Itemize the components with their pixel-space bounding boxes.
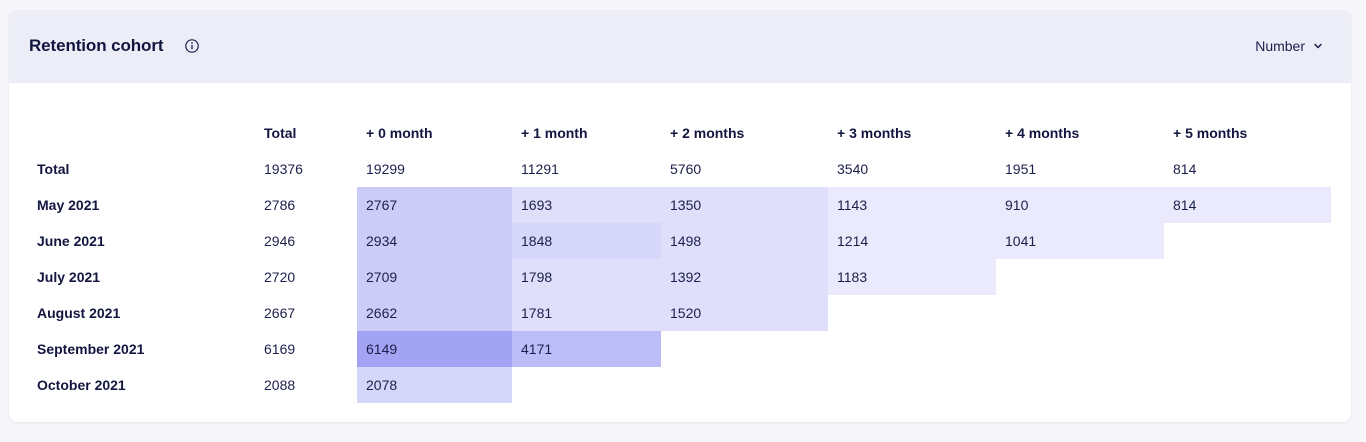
table-cell: 11291 bbox=[521, 161, 559, 177]
cell-total: 2786 bbox=[264, 197, 296, 213]
display-mode-label: Number bbox=[1255, 38, 1305, 54]
heatmap-cell: 1498 bbox=[661, 223, 828, 259]
heatmap-cell: 1392 bbox=[661, 259, 828, 295]
row-label: June 2021 bbox=[37, 233, 105, 249]
heatmap-cell: 1848 bbox=[512, 223, 661, 259]
cell-total: 2667 bbox=[264, 305, 296, 321]
card-title: Retention cohort bbox=[29, 36, 164, 55]
heatmap-cell: 1781 bbox=[512, 295, 661, 331]
row-label: October 2021 bbox=[37, 377, 126, 393]
column-header: + 0 month bbox=[366, 125, 433, 141]
cell-total: 2946 bbox=[264, 233, 296, 249]
heatmap-cell: 1214 bbox=[828, 223, 996, 259]
cell-total: 2720 bbox=[264, 269, 296, 285]
heatmap-cell: 814 bbox=[1164, 187, 1331, 223]
row-label: August 2021 bbox=[37, 305, 121, 321]
heatmap-cell: 1041 bbox=[996, 223, 1164, 259]
row-label-total: Total bbox=[37, 161, 70, 177]
heatmap-cell: 1520 bbox=[661, 295, 828, 331]
heatmap-cell: 1143 bbox=[828, 187, 996, 223]
heatmap-cell: 910 bbox=[996, 187, 1164, 223]
heatmap-cell: 2709 bbox=[357, 259, 512, 295]
column-header: + 1 month bbox=[521, 125, 588, 141]
table-cell: 19299 bbox=[366, 161, 405, 177]
heatmap-cell: 2934 bbox=[357, 223, 512, 259]
heatmap-cell: 4171 bbox=[512, 331, 661, 367]
display-mode-dropdown[interactable]: Number bbox=[1255, 38, 1323, 54]
table-cell: 3540 bbox=[837, 161, 869, 177]
retention-cohort-card: Retention cohort Number Total + 0 month + … bbox=[9, 10, 1351, 422]
heatmap-cell: 1693 bbox=[512, 187, 661, 223]
cell-total: 19376 bbox=[264, 161, 303, 177]
column-header: + 3 months bbox=[837, 125, 912, 141]
chevron-down-icon bbox=[1314, 43, 1322, 49]
column-header: + 2 months bbox=[670, 125, 745, 141]
heatmap-cell: 6149 bbox=[357, 331, 512, 367]
heatmap-cell: 1350 bbox=[661, 187, 828, 223]
cell-total: 6169 bbox=[264, 341, 296, 357]
table-cell: 5760 bbox=[670, 161, 702, 177]
info-circle-icon[interactable] bbox=[185, 39, 199, 53]
row-label: May 2021 bbox=[37, 197, 100, 213]
heatmap-cell: 1183 bbox=[828, 259, 996, 295]
column-header: + 4 months bbox=[1005, 125, 1080, 141]
cell-total: 2088 bbox=[264, 377, 296, 393]
table-cell: 814 bbox=[1173, 161, 1197, 177]
heatmap-cell: 1798 bbox=[512, 259, 661, 295]
heatmap-cell: 2662 bbox=[357, 295, 512, 331]
heatmap-cell: 2078 bbox=[357, 367, 512, 403]
heatmap-cell: 2767 bbox=[357, 187, 512, 223]
table-cell: 1951 bbox=[1005, 161, 1037, 177]
column-header: + 5 months bbox=[1173, 125, 1248, 141]
column-header-total: Total bbox=[264, 125, 297, 141]
row-label: September 2021 bbox=[37, 341, 145, 357]
card-header: Retention cohort Number bbox=[9, 10, 1351, 83]
row-label: July 2021 bbox=[37, 269, 101, 285]
